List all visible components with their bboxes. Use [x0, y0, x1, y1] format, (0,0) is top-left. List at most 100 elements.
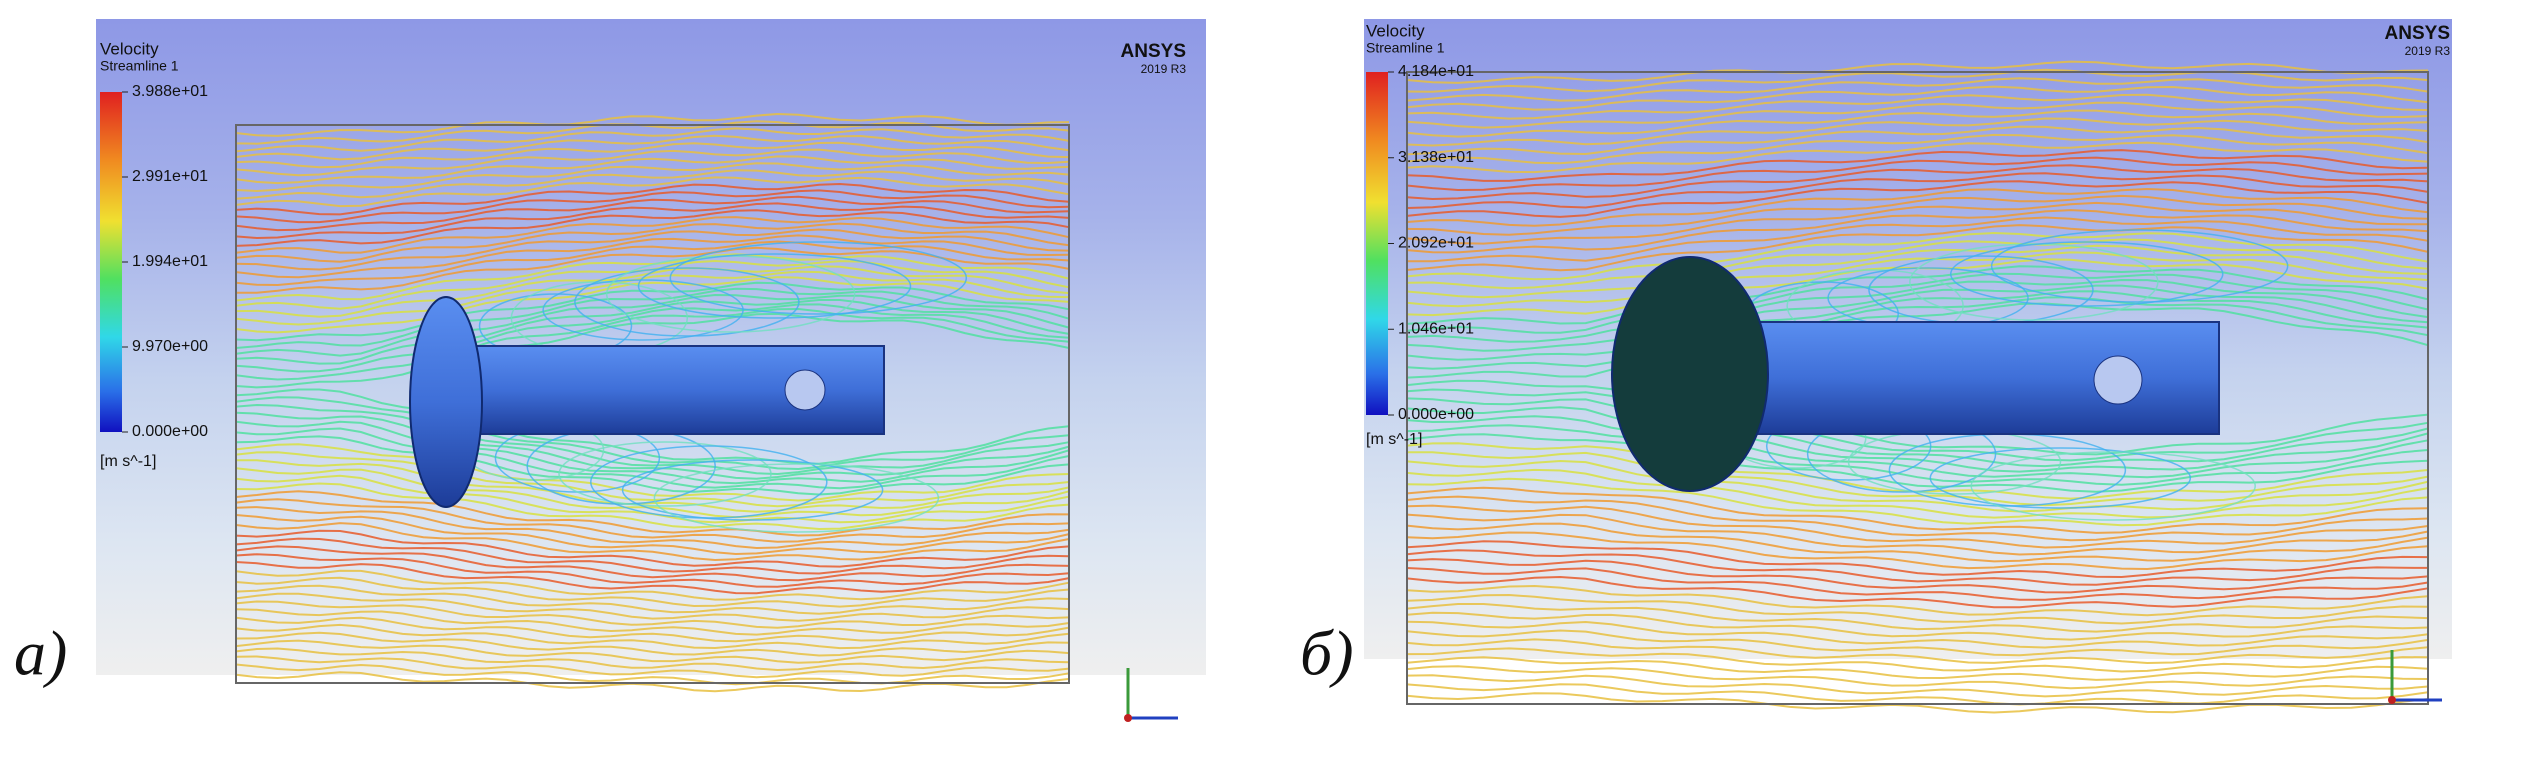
- streamline: [1406, 415, 2429, 479]
- legend-unit: [m s^-1]: [1366, 431, 1422, 448]
- streamline: [235, 529, 1070, 568]
- streamline: [235, 411, 1070, 480]
- version: 2019 R3: [2405, 44, 2451, 58]
- disk: [1611, 256, 1769, 492]
- streamline: [236, 246, 1070, 294]
- legend-subtitle: Streamline 1: [100, 58, 179, 74]
- streamline: [1406, 141, 2429, 174]
- streamline: [235, 265, 1070, 318]
- streamline: [235, 307, 1070, 381]
- streamline: [1406, 397, 2429, 468]
- legend-tick-label: 2.092e+01: [1398, 235, 1474, 252]
- streamline: [235, 623, 1070, 650]
- streamline: [235, 222, 1070, 263]
- streamline: [235, 506, 1070, 550]
- streamline: [1406, 593, 2429, 625]
- streamline: [1406, 224, 2429, 272]
- streamline: [1406, 149, 2429, 182]
- streamline: [235, 162, 1070, 193]
- streamline: [1406, 486, 2429, 534]
- streamline: [235, 639, 1070, 664]
- legend-subtitle: Streamline 1: [1366, 40, 1445, 56]
- streamline: [1406, 278, 2429, 343]
- streamline: [235, 270, 1070, 326]
- wake-swirl: [1990, 229, 2289, 303]
- streamline: [235, 195, 1070, 232]
- streamline: [1406, 468, 2429, 519]
- streamline: [235, 553, 1070, 588]
- streamline: [1406, 194, 2429, 236]
- streamline: [235, 112, 1070, 137]
- streamline: [1406, 60, 2429, 84]
- streamline: [235, 182, 1070, 216]
- streamline: [235, 655, 1070, 679]
- legend-tick-label: 1.046e+01: [1398, 320, 1474, 337]
- legend-tick-label: 4.184e+01: [1398, 63, 1474, 80]
- streamline: [1406, 406, 2429, 473]
- streamline: [235, 467, 1070, 519]
- legend-title: Velocity: [100, 39, 159, 58]
- wake-swirl: [1950, 241, 2224, 307]
- streamline: [235, 281, 1070, 342]
- hole: [784, 369, 826, 411]
- streamline: [235, 498, 1070, 543]
- streamline: [235, 459, 1070, 513]
- streamline: [235, 134, 1070, 161]
- streamline: [1406, 665, 2429, 690]
- streamline: [235, 592, 1070, 622]
- streamline: [235, 647, 1070, 672]
- streamline: [235, 584, 1070, 615]
- streamline: [1406, 117, 2429, 147]
- streamline: [235, 451, 1070, 508]
- streamline: [1406, 584, 2429, 617]
- streamline: [1406, 302, 2429, 379]
- streamline: [1406, 265, 2429, 325]
- brand: ANSYS: [1121, 41, 1186, 62]
- streamline: [235, 228, 1070, 271]
- streamline: [1406, 296, 2429, 370]
- streamline: [1406, 683, 2429, 706]
- streamline: [235, 403, 1070, 476]
- streamline: [1406, 656, 2429, 681]
- streamline: [1406, 611, 2429, 641]
- disk: [409, 296, 483, 508]
- axis-origin: [1124, 714, 1132, 722]
- streamline: [235, 537, 1070, 575]
- brand: ANSYS: [2385, 23, 2450, 44]
- streamline: [1406, 674, 2429, 698]
- streamline: [1406, 424, 2429, 486]
- streamline: [1406, 125, 2429, 156]
- streamline: [1406, 101, 2429, 129]
- streamline: [235, 155, 1070, 185]
- streamline: [1406, 201, 2429, 245]
- streamline: [1406, 388, 2429, 462]
- streamline: [1406, 638, 2429, 665]
- wake-swirl: [1929, 447, 2192, 509]
- streamline: [235, 202, 1070, 240]
- streamline: [235, 176, 1070, 208]
- legend-unit: [m s^-1]: [100, 453, 156, 470]
- streamline: [1406, 209, 2429, 254]
- wake-swirl: [1970, 451, 2256, 521]
- streamline: [1406, 540, 2429, 579]
- streamline: [1406, 575, 2429, 609]
- legend-tick-label: 0.000e+00: [132, 423, 208, 440]
- streamline: [235, 616, 1070, 643]
- streamline: [235, 435, 1070, 496]
- streamline: [1406, 109, 2429, 138]
- streamline: [1406, 164, 2429, 201]
- streamline: [1406, 522, 2429, 563]
- streamline: [235, 189, 1070, 224]
- wake-swirl: [621, 459, 884, 521]
- streamline: [1406, 620, 2429, 649]
- streamline: [1406, 85, 2429, 111]
- legend-tick-label: 2.991e+01: [132, 168, 208, 185]
- axis-origin: [2388, 696, 2396, 704]
- streamline: [235, 631, 1070, 657]
- streamline: [1406, 290, 2429, 361]
- version: 2019 R3: [1141, 62, 1187, 76]
- streamline: [1406, 238, 2429, 290]
- legend-title: Velocity: [1366, 21, 1425, 40]
